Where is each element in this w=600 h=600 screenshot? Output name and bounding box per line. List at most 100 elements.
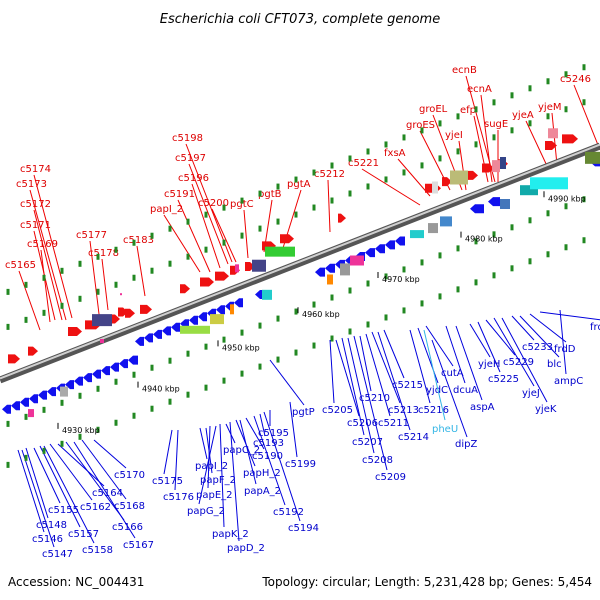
forward-gene-label: c5191 [164,189,195,200]
reverse-gene-label: c5195 [258,428,289,439]
tick-mark [6,420,10,427]
tick-mark [168,260,172,267]
reverse-gene-label: c5148 [36,520,67,531]
reverse-gene-arrow [83,373,92,383]
tick-mark [60,399,64,406]
tick-mark [78,260,82,267]
tick-mark [330,294,334,301]
tick-mark [186,253,190,260]
reverse-gene-leader [359,335,372,392]
tick-mark [168,225,172,232]
reverse-gene-arrow [385,240,395,250]
tick-mark [258,190,262,197]
tick-mark [186,218,190,225]
kbp-scale: 4930 kbp 4940 kbp 4950 kbp 4960 kbp 4970 kbp… [57,191,586,435]
tick-mark [204,343,208,350]
reverse-gene-arrow [11,401,20,411]
tick-mark [312,204,316,211]
gene-block [265,246,295,257]
reverse-gene-label: dcuA [453,385,478,396]
tick-mark [384,273,388,280]
tick-mark [222,336,226,343]
forward-gene-leader [551,112,558,166]
reverse-gene-leader [501,317,548,403]
tick-mark [348,328,352,335]
reverse-gene-arrow [47,387,56,397]
reverse-gene-arrow [20,397,29,407]
tick-mark [528,217,532,224]
reverse-gene-label: c5175 [152,476,183,487]
gene-block [432,181,438,194]
tick-mark [312,169,316,176]
reverse-gene-leader [539,311,600,321]
reverse-gene-label: c5208 [362,455,393,466]
tick-mark [132,412,136,419]
reverse-gene-label: c5176 [163,492,194,503]
tick-mark [582,237,586,244]
reverse-gene-label: c5209 [375,472,406,483]
forward-gene-label: c5171 [20,220,51,231]
tick-mark [546,251,550,258]
reverse-gene-label: papF_2 [200,475,236,486]
tick-mark [474,141,478,148]
reverse-gene-leader [425,325,454,367]
reverse-gene-leader [559,309,567,375]
reverse-gene-label: papE_2 [196,490,233,501]
tick-mark [42,447,46,454]
tick-mark [42,274,46,281]
tick-mark [258,322,262,329]
gene-block [60,386,68,397]
forward-gene-label: ecnB [452,65,477,76]
forward-gene-label: c5198 [172,133,203,144]
forward-gene-label: fxsA [384,148,406,159]
forward-gene-leader [29,189,67,321]
tick-mark [150,405,154,412]
reverse-gene-leader [341,337,365,436]
tick-mark [420,127,424,134]
forward-gene-arrow [125,308,135,318]
tick-mark [546,113,550,120]
reverse-gene-label: c5225 [488,374,519,385]
forward-gene-arrow [180,284,190,294]
tick-mark [78,392,82,399]
reverse-gene-arrow [171,322,180,332]
reverse-gene-leader [33,447,61,504]
reverse-gene-leader [73,441,136,539]
reverse-gene-arrow [216,305,225,315]
reverse-gene-label: blc [547,359,562,370]
reverse-gene-label: yjeK [535,404,557,415]
tick-mark [564,71,568,78]
tick-mark [294,349,298,356]
tick-mark [240,370,244,377]
reverse-gene-leader [263,411,301,522]
forward-gene-label: c5212 [314,169,345,180]
tick-mark [114,281,118,288]
gene-block [548,128,558,139]
tick-mark [510,92,514,99]
reverse-gene-leader [477,321,501,373]
tick-mark [276,183,280,190]
reverse-gene-leader [25,447,49,519]
tick-mark [168,398,172,405]
reverse-gene-label: papG_2 [187,506,225,517]
reverse-gene-leader [49,443,93,501]
reverse-gene-label: aspA [470,402,495,413]
reverse-gene-label: c5166 [112,522,143,533]
tick-mark [564,106,568,113]
reverse-gene-arrow [128,355,138,365]
tick-mark [510,265,514,272]
tick-mark [222,239,226,246]
reverse-gene-label: papH_2 [243,468,281,479]
tick-mark [150,364,154,371]
reverse-gene-arrow [2,404,11,414]
gene-block [350,255,364,266]
reverse-gene-leader [239,419,257,485]
reverse-gene-arrow [488,197,500,207]
forward-gene-arrow [140,304,152,314]
forward-gene-label: c5172 [20,199,51,210]
reverse-gene-leader [529,313,567,343]
reverse-gene-label: papD_2 [227,543,265,554]
tick-mark [168,357,172,364]
tick-mark [294,176,298,183]
reverse-gene-label: c5146 [32,534,63,545]
